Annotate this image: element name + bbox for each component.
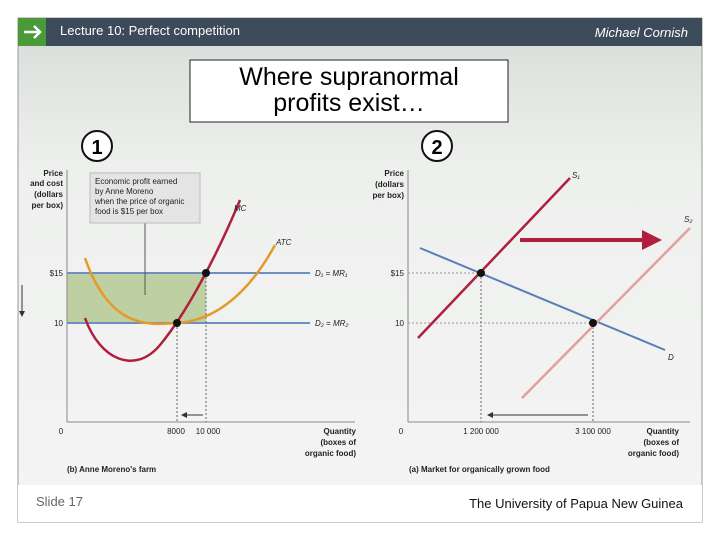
header-title: Lecture 10: Perfect competition: [60, 23, 240, 38]
curve-label: MC: [234, 204, 247, 213]
callout-text: Economic profit earned: [95, 177, 177, 186]
curve-label: S₁: [572, 171, 580, 180]
x-tick-label: 8000: [167, 427, 185, 436]
y-tick-label: 10: [54, 319, 63, 328]
title-box: [189, 59, 509, 123]
slide-title: Where supranormal: [239, 63, 459, 91]
origin-label: 0: [59, 427, 64, 436]
supply-curve: [417, 177, 571, 339]
y-tick-label: $15: [391, 269, 405, 278]
panel-caption: (a) Market for organically grown food: [409, 465, 550, 474]
callout-text: food is $15 per box: [95, 207, 163, 216]
panel-number-badge: [81, 130, 113, 162]
demand-curve: [419, 247, 666, 351]
curve-label: S₂: [684, 215, 692, 224]
x-tick-label: 1 200 000: [463, 427, 499, 436]
x-axis-label: Quantity: [324, 427, 357, 436]
slide-title: profits exist…: [273, 89, 424, 117]
callout-text: by Anne Moreno: [95, 187, 154, 196]
x-axis-label: Quantity: [647, 427, 680, 436]
profit-area: [67, 273, 206, 323]
institution: The University of Papua New Guinea: [469, 496, 684, 511]
curve-label: D: [668, 353, 674, 362]
panel-caption: (b) Anne Moreno's farm: [67, 465, 156, 474]
curve-label: D₁ = MR₁: [315, 269, 348, 278]
curve-label: ATC: [275, 238, 292, 247]
y-tick-label: 10: [395, 319, 404, 328]
y-axis-label: and cost: [30, 179, 63, 188]
point: [477, 269, 485, 277]
x-axis-label: organic food): [628, 449, 679, 458]
x-tick-label: 3 100 000: [575, 427, 611, 436]
mc-curve: [83, 199, 242, 362]
callout-text: when the price of organic: [94, 197, 184, 206]
panel-number: 1: [91, 137, 102, 159]
footer-area: [18, 485, 702, 522]
x-axis-label: (boxes of: [643, 438, 679, 447]
panel-number: 2: [431, 137, 442, 159]
origin-label: 0: [399, 427, 404, 436]
point: [202, 269, 210, 277]
y-axis-label: Price: [384, 169, 404, 178]
x-axis-label: organic food): [305, 449, 356, 458]
y-axis-label: Price: [43, 169, 63, 178]
y-tick-label: $15: [50, 269, 64, 278]
panel-number-badge: [421, 130, 453, 162]
point: [589, 319, 597, 327]
y-axis-label: per box): [372, 191, 404, 200]
y-axis-label: (dollars: [375, 180, 404, 189]
y-axis-label: (dollars: [34, 190, 63, 199]
header-bar: [18, 18, 702, 46]
slide-number: Slide 17: [36, 494, 83, 509]
x-axis-label: (boxes of: [320, 438, 356, 447]
header-author: Michael Cornish: [595, 25, 688, 40]
point: [173, 319, 181, 327]
arrow-icon: [24, 25, 42, 39]
y-axis-label: per box): [31, 201, 63, 210]
callout-box: [89, 172, 201, 224]
supply-curve: [521, 227, 691, 399]
x-tick-label: 10 000: [196, 427, 221, 436]
curve-label: D₂ = MR₂: [315, 319, 348, 328]
